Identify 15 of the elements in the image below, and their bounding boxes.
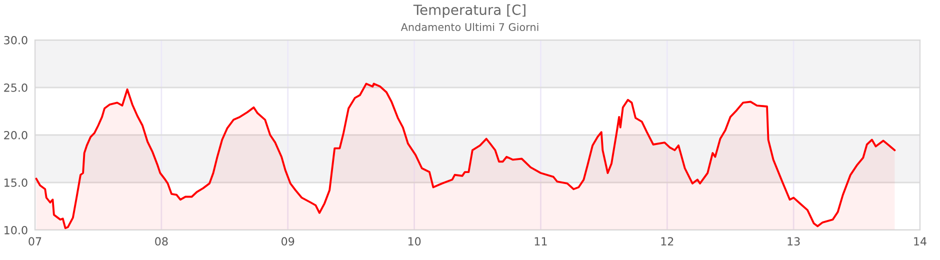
x-tick-label: 07 <box>28 237 42 246</box>
x-tick-label: 10 <box>408 237 421 246</box>
x-tick-label: 13 <box>788 237 800 246</box>
x-tick-label: 09 <box>282 237 294 246</box>
y-tick-label: 30.0 <box>4 36 28 44</box>
x-tick-label: 11 <box>534 237 547 246</box>
chart-subtitle: Andamento Ultimi 7 Giorni <box>400 22 538 32</box>
y-tick-label: 20.0 <box>4 130 28 140</box>
x-tick-label: 14 <box>914 237 926 246</box>
y-tick-label: 15.0 <box>4 178 28 187</box>
x-tick-label: 08 <box>155 237 168 246</box>
y-tick-label: 25.0 <box>4 83 28 92</box>
x-tick-label: 12 <box>661 237 674 246</box>
y-tick-label: 10.0 <box>4 226 28 234</box>
chart-title: Temperatura [C] <box>413 4 526 18</box>
